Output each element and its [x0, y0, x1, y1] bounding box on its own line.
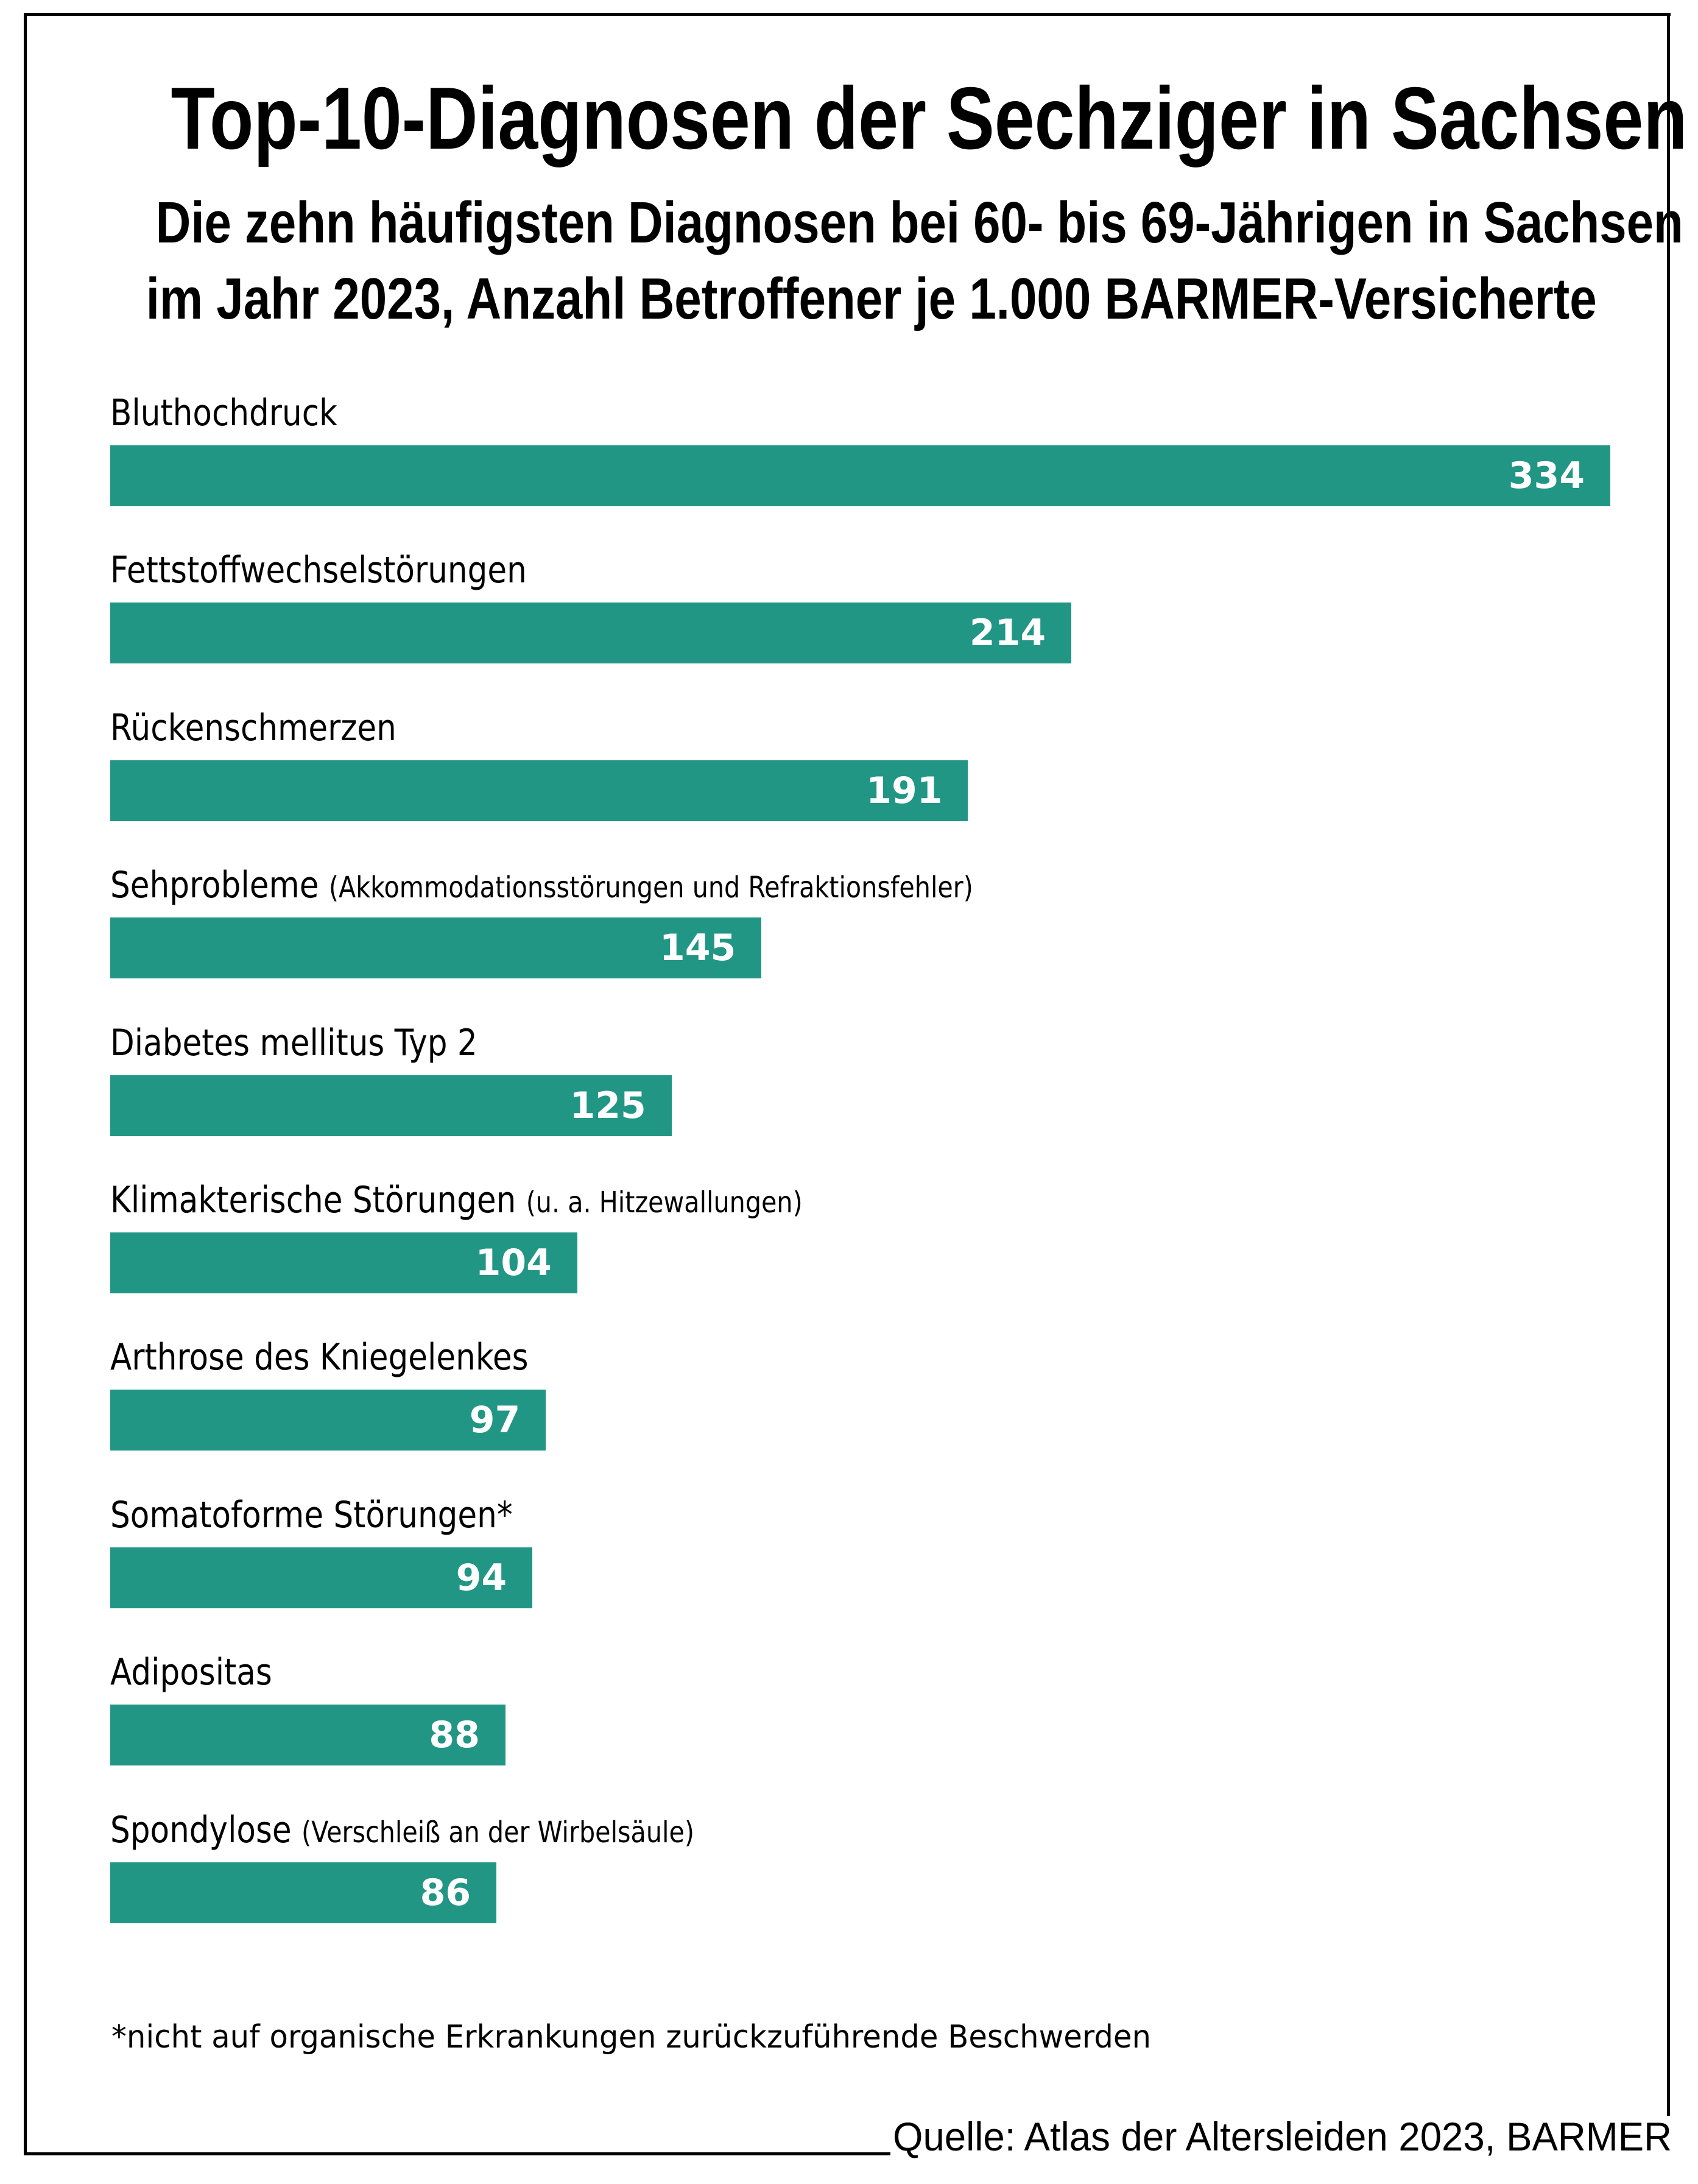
category-name: Rückenschmerzen: [110, 706, 396, 749]
chart-title-row: Top-10-Diagnosen der Sechziger in Sachse…: [0, 74, 1698, 163]
frame-border-left: [24, 13, 27, 2155]
category-name: Fettstoffwechselstörungen: [110, 549, 527, 592]
category-label: Spondylose (Verschleiß an der Wirbelsäul…: [110, 1812, 694, 1848]
category-name: Sehprobleme: [110, 864, 319, 907]
bar: 86: [110, 1862, 497, 1923]
bar-value-label: 191: [866, 769, 943, 812]
chart-title: Top-10-Diagnosen der Sechziger in Sachse…: [171, 69, 1688, 168]
bar: 214: [110, 603, 1072, 664]
category-name: Adipositas: [110, 1651, 272, 1694]
chart-subtitle-row-2: im Jahr 2023, Anzahl Betroffener je 1.00…: [0, 270, 1698, 328]
frame-border-right: [1667, 13, 1670, 2116]
bar: 94: [110, 1547, 533, 1608]
category-label: Somatoforme Störungen*: [110, 1497, 513, 1533]
bar-value-label: 334: [1508, 454, 1585, 497]
category-label: Rückenschmerzen: [110, 710, 396, 746]
frame-border-top: [24, 13, 1671, 16]
frame-border-bottom: [24, 2152, 890, 2155]
bar: 88: [110, 1705, 506, 1766]
bar-value-label: 88: [429, 1714, 480, 1757]
category-note: (Akkommodationsstörungen und Refraktions…: [328, 871, 973, 905]
category-name: Diabetes mellitus Typ 2: [110, 1021, 477, 1064]
source-credit: Quelle: Atlas der Altersleiden 2023, BAR…: [893, 2114, 1672, 2159]
footnote: *nicht auf organische Erkrankungen zurüc…: [111, 2019, 1151, 2055]
category-name: Arthrose des Kniegelenkes: [110, 1336, 529, 1379]
category-label: Arthrose des Kniegelenkes: [110, 1339, 529, 1376]
category-note: (Verschleiß an der Wirbelsäule): [301, 1815, 694, 1850]
category-label: Klimakterische Störungen (u. a. Hitzewal…: [110, 1182, 803, 1218]
category-name: Klimakterische Störungen: [110, 1179, 516, 1221]
category-name: Bluthochdruck: [110, 392, 337, 434]
category-note: (u. a. Hitzewallungen): [526, 1186, 803, 1220]
bar: 125: [110, 1075, 672, 1136]
category-label: Sehprobleme (Akkommodationsstörungen und…: [110, 867, 973, 903]
category-name: Somatoforme Störungen*: [110, 1493, 513, 1536]
bar: 191: [110, 760, 968, 821]
chart-subtitle-line-1: Die zehn häufigsten Diagnosen bei 60- bi…: [155, 190, 1683, 255]
bar-value-label: 145: [660, 927, 736, 970]
bar: 104: [110, 1232, 577, 1293]
chart-subtitle-row-1: Die zehn häufigsten Diagnosen bei 60- bi…: [0, 194, 1698, 252]
category-label: Adipositas: [110, 1654, 272, 1691]
bar: 97: [110, 1390, 546, 1451]
chart-subtitle-line-2: im Jahr 2023, Anzahl Betroffener je 1.00…: [146, 266, 1597, 331]
category-label: Fettstoffwechselstörungen: [110, 552, 527, 588]
bar-value-label: 94: [456, 1556, 507, 1599]
category-name: Spondylose: [110, 1808, 292, 1851]
bar: 145: [110, 917, 762, 979]
bar-value-label: 125: [569, 1084, 646, 1127]
bar-value-label: 86: [420, 1871, 471, 1914]
category-label: Bluthochdruck: [110, 395, 337, 431]
bar-value-label: 97: [469, 1399, 521, 1442]
category-label: Diabetes mellitus Typ 2: [110, 1025, 477, 1061]
bar: 334: [110, 445, 1610, 506]
bar-value-label: 214: [969, 612, 1046, 655]
bar-value-label: 104: [475, 1242, 552, 1284]
